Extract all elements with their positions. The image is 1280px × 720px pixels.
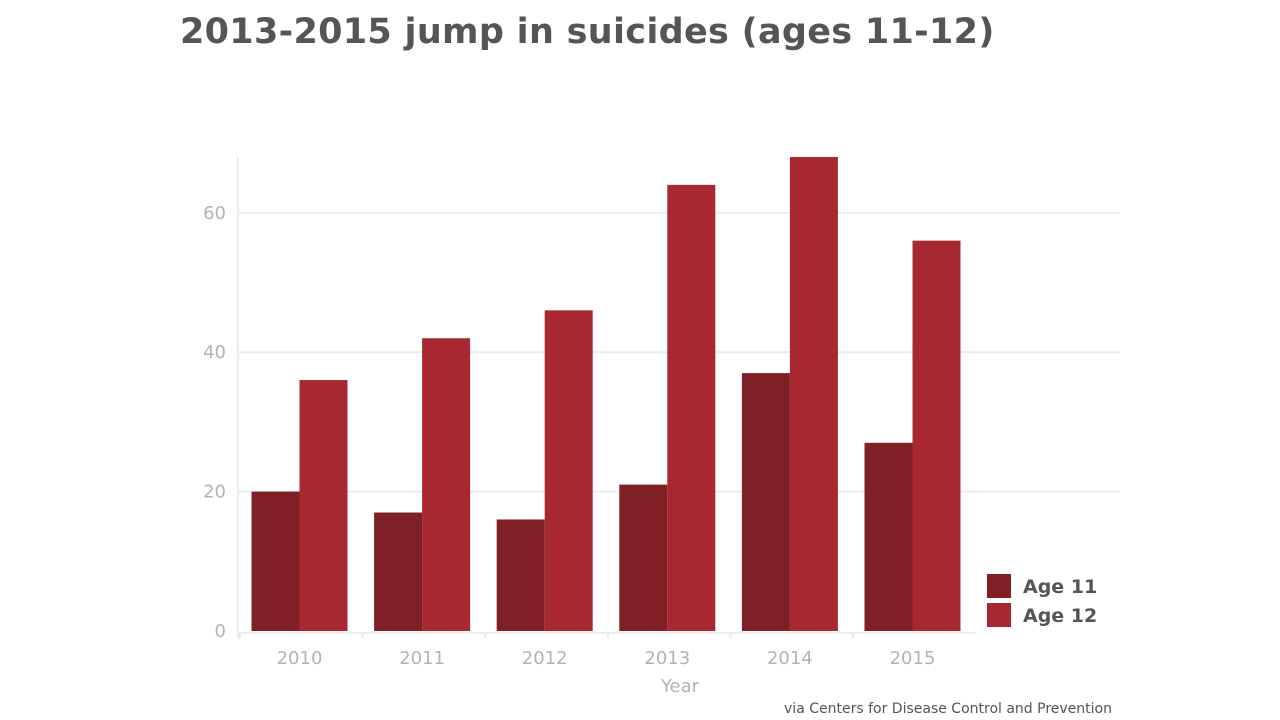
bar-age-12-2014 [789, 157, 838, 631]
y-tick-label: 40 [203, 342, 226, 363]
bar-age-11-2011 [374, 512, 423, 631]
chart-title: 2013-2015 jump in suicides (ages 11-12) [180, 12, 995, 52]
legend-label-age-11: Age 11 [1023, 576, 1097, 598]
bar-age-12-2015 [912, 240, 961, 631]
legend-label-age-12: Age 12 [1023, 605, 1097, 627]
x-tick-label: 2015 [890, 648, 936, 669]
legend-swatch-age-12 [987, 603, 1011, 627]
bar-age-12-2013 [667, 184, 716, 631]
x-tick-label: 2012 [522, 648, 568, 669]
bar-age-11-2014 [741, 373, 790, 631]
legend-swatch-age-11 [987, 574, 1011, 598]
y-tick-label: 0 [215, 621, 226, 642]
bar-age-12-2012 [544, 310, 593, 631]
bar-age-11-2015 [864, 442, 913, 631]
x-tick-label: 2010 [277, 648, 323, 669]
x-tick-label: 2011 [399, 648, 445, 669]
source-note: via Centers for Disease Control and Prev… [784, 701, 1112, 717]
bar-age-11-2012 [496, 519, 545, 631]
bar-age-12-2010 [299, 380, 348, 631]
x-tick-label: 2013 [644, 648, 690, 669]
y-tick-label: 60 [203, 203, 226, 224]
bar-age-11-2010 [251, 491, 300, 631]
y-tick-label: 20 [203, 482, 226, 503]
x-axis-title: Year [660, 676, 700, 697]
x-tick-label: 2014 [767, 648, 813, 669]
bar-age-12-2011 [422, 338, 471, 631]
bar-age-11-2013 [619, 484, 668, 631]
